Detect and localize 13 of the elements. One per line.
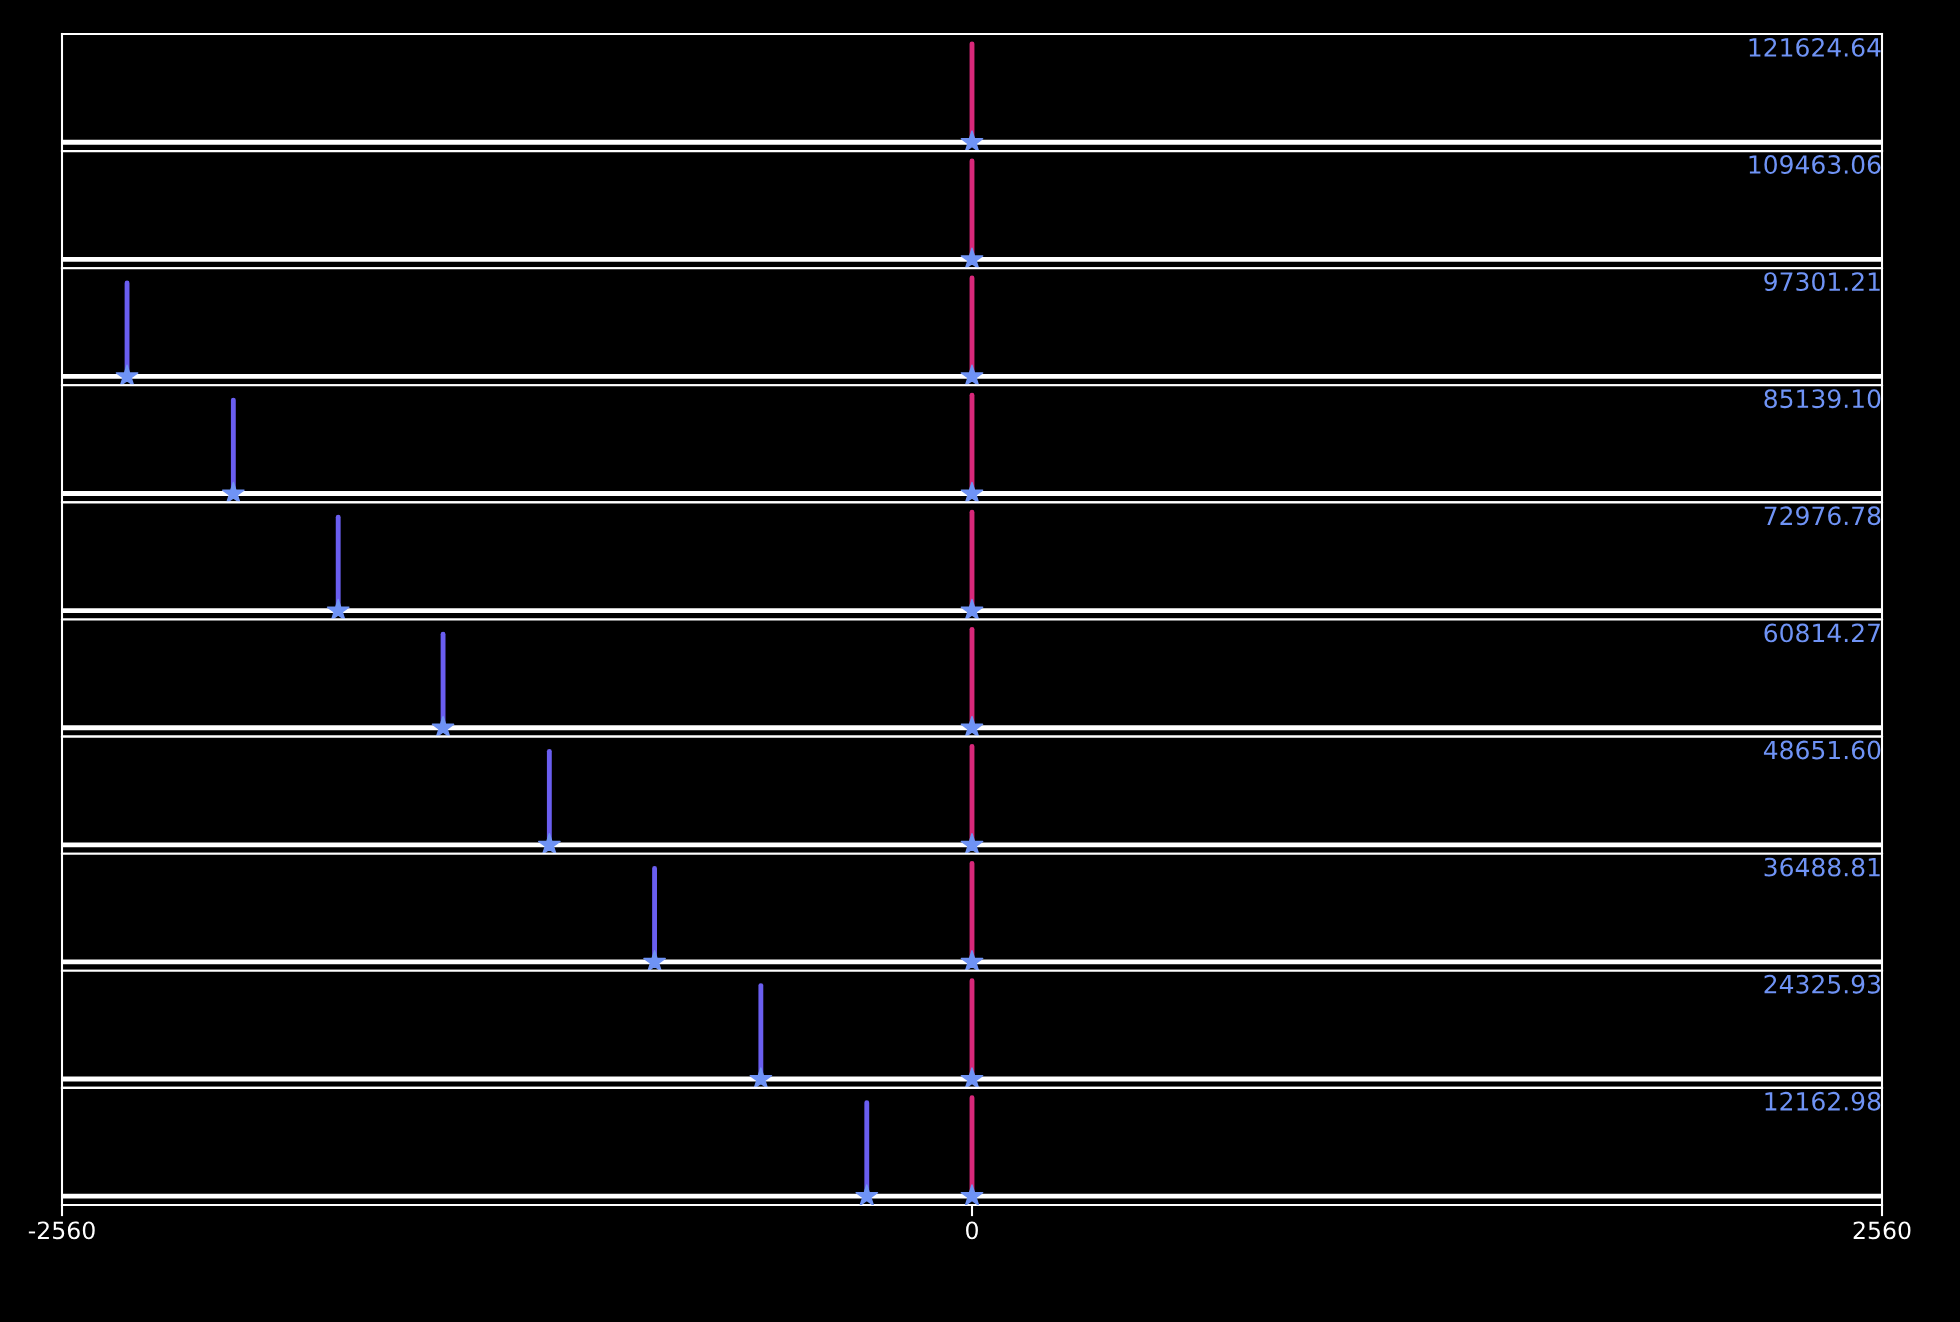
x-tick-label: -2560 bbox=[28, 1221, 95, 1240]
annotation: 121624.64 bbox=[1749, 37, 1881, 57]
annotation: 85139.10 bbox=[1764, 389, 1881, 409]
annotation: 72976.78 bbox=[1764, 506, 1881, 526]
annotation: 60814.27 bbox=[1764, 623, 1880, 643]
x-tick-label: 2560 bbox=[1853, 1221, 1911, 1240]
annotation: 48651.60 bbox=[1763, 740, 1881, 760]
annotation: 97301.21 bbox=[1764, 272, 1880, 292]
annotation: 36488.81 bbox=[1764, 857, 1880, 877]
annotation: 12162.98 bbox=[1765, 1091, 1881, 1111]
annotation: 109463.06 bbox=[1749, 155, 1881, 174]
x-tick-label: 0 bbox=[966, 1221, 978, 1240]
annotation: 24325.93 bbox=[1764, 974, 1880, 994]
